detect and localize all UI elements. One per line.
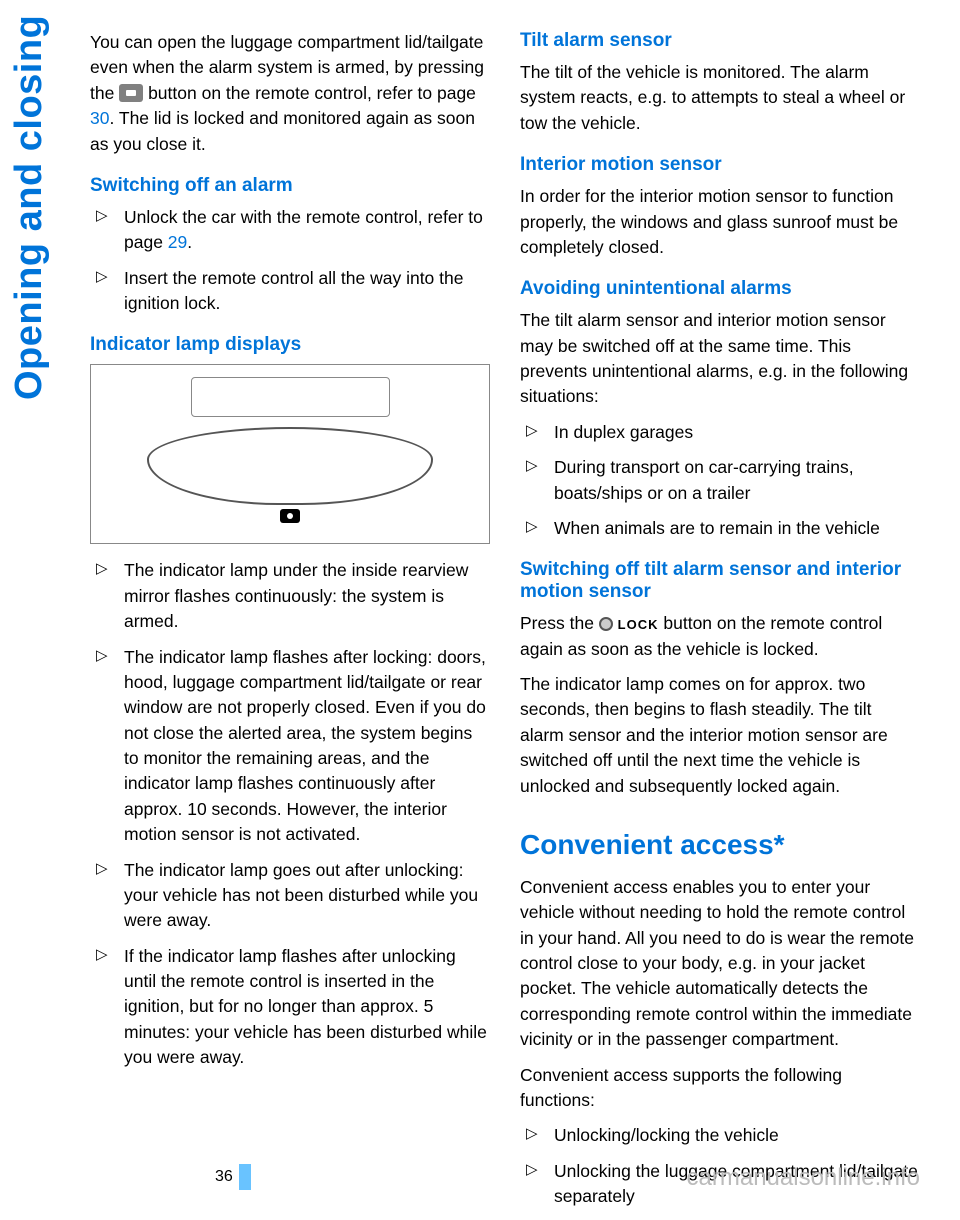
heading-switch-sensors: Switching off tilt alarm sensor and inte… [520, 559, 920, 603]
page: Opening and closing You can open the lug… [0, 0, 960, 1220]
lock-label: LOCK [618, 617, 659, 632]
list-text: When animals are to remain in the vehicl… [554, 518, 880, 538]
page-number-value: 36 [215, 1168, 233, 1185]
list-item: When animals are to remain in the vehicl… [520, 516, 920, 541]
list-text: During transport on car-carrying trains,… [554, 457, 854, 502]
list-text: Insert the remote control all the way in… [124, 268, 463, 313]
switch-off-list: Unlock the car with the remote control, … [90, 205, 490, 317]
list-text-b: . [187, 232, 192, 252]
intro-paragraph: You can open the luggage compartment lid… [90, 30, 490, 157]
list-text: Unlocking/locking the vehicle [554, 1125, 779, 1145]
page-ref-29[interactable]: 29 [168, 232, 187, 252]
list-item: Insert the remote control all the way in… [90, 266, 490, 317]
list-item: The indicator lamp goes out after unlock… [90, 858, 490, 934]
heading-indicator-lamp: Indicator lamp displays [90, 334, 490, 356]
heading-switching-off-alarm: Switching off an alarm [90, 175, 490, 197]
convenient-p1: Convenient access enables you to enter y… [520, 875, 920, 1053]
list-item: Unlocking/locking the vehicle [520, 1123, 920, 1148]
intro-text-2: button on the remote control, refer to p… [143, 83, 476, 103]
mirror-console [191, 377, 390, 417]
text-a: Press the [520, 613, 599, 633]
list-item: The indicator lamp under the inside rear… [90, 558, 490, 634]
list-text: If the indicator lamp flashes after unlo… [124, 946, 487, 1068]
tilt-paragraph: The tilt of the vehicle is monitored. Th… [520, 60, 920, 136]
intro-text-3: . The lid is locked and monitored again … [90, 108, 475, 153]
avoid-paragraph: The tilt alarm sensor and interior motio… [520, 308, 920, 410]
list-text: In duplex garages [554, 422, 693, 442]
right-column: Tilt alarm sensor The tilt of the vehicl… [520, 30, 920, 1219]
list-text: The indicator lamp flashes after locking… [124, 647, 486, 845]
list-item: During transport on car-carrying trains,… [520, 455, 920, 506]
list-item: In duplex garages [520, 420, 920, 445]
list-text: The indicator lamp under the inside rear… [124, 560, 468, 631]
content-columns: You can open the luggage compartment lid… [90, 30, 920, 1219]
left-column: You can open the luggage compartment lid… [90, 30, 490, 1219]
heading-tilt-sensor: Tilt alarm sensor [520, 30, 920, 52]
mirror-figure [90, 364, 490, 544]
list-item: Unlock the car with the remote control, … [90, 205, 490, 256]
list-item: The indicator lamp flashes after locking… [90, 645, 490, 848]
list-text: The indicator lamp goes out after unlock… [124, 860, 478, 931]
page-number-bar [239, 1164, 251, 1190]
switch-sensors-p1: Press the LOCK button on the remote cont… [520, 611, 920, 662]
indicator-list: The indicator lamp under the inside rear… [90, 558, 490, 1070]
interior-paragraph: In order for the interior motion sensor … [520, 184, 920, 260]
convenient-p2: Convenient access supports the following… [520, 1063, 920, 1114]
indicator-lamp-icon [280, 509, 300, 523]
list-item: If the indicator lamp flashes after unlo… [90, 944, 490, 1071]
mirror-body [147, 427, 434, 505]
watermark: carmanualsonline.info [687, 1164, 920, 1192]
lock-icon [599, 617, 613, 631]
page-number: 36 [215, 1164, 251, 1190]
trunk-button-icon [119, 84, 143, 102]
switch-sensors-p2: The indicator lamp comes on for approx. … [520, 672, 920, 799]
section-side-title: Opening and closing [8, 15, 51, 400]
heading-interior-sensor: Interior motion sensor [520, 154, 920, 176]
heading-convenient-access: Convenient access* [520, 829, 920, 861]
avoid-list: In duplex garages During transport on ca… [520, 420, 920, 542]
page-ref-30[interactable]: 30 [90, 108, 109, 128]
heading-avoid-alarms: Avoiding unintentional alarms [520, 278, 920, 300]
